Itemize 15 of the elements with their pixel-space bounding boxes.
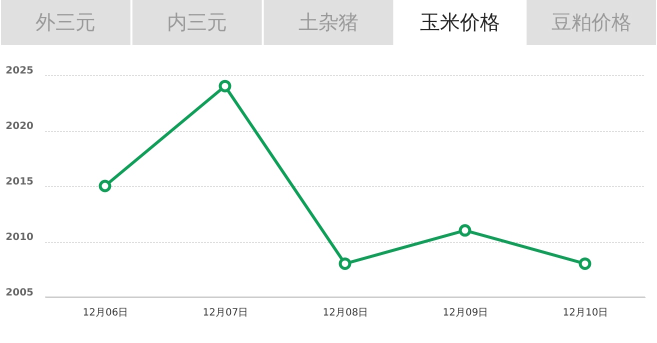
x-tick-label: 12月10日 [562, 308, 608, 318]
x-tick-label: 12月09日 [442, 308, 488, 318]
text: 外三元 [36, 10, 96, 34]
y-tick-label: 2015 [6, 176, 34, 188]
x-tick-label: 12月06日 [82, 308, 128, 318]
text: 玉米价格 [420, 10, 500, 34]
text: 豆粕价格 [551, 10, 632, 34]
y-tick-label: 2025 [6, 66, 34, 76]
y-tick-label: 2005 [6, 288, 34, 298]
x-tick-label: 12月08日 [322, 308, 368, 318]
y-tick-label: 2020 [6, 121, 34, 132]
text: 土杂猪 [298, 10, 358, 34]
text: 内三元 [167, 10, 228, 34]
x-tick-label: 12月07日 [202, 308, 248, 318]
y-tick-label: 2010 [6, 232, 34, 243]
